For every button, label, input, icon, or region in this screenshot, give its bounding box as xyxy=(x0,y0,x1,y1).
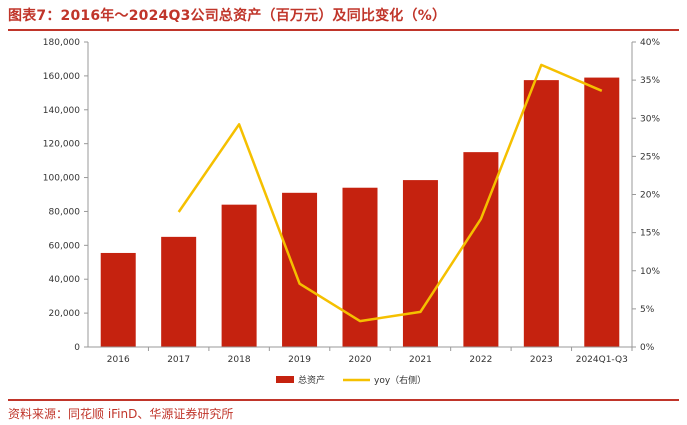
bar-2019 xyxy=(282,192,318,347)
left-tick-label: 40,000 xyxy=(49,275,81,285)
bar-2020 xyxy=(342,187,378,347)
figure-title: 图表7：2016年～2024Q3公司总资产（百万元）及同比变化（%） xyxy=(8,8,447,24)
x-tick-label: 2016 xyxy=(107,355,130,365)
bar-2024Q1-Q3 xyxy=(584,77,620,347)
left-tick-label: 80,000 xyxy=(49,207,81,217)
bar-2023 xyxy=(523,80,559,347)
left-axis-ticks: 0 20,000 40,000 60,000 80,000 100,000 120,000 1… xyxy=(43,38,88,353)
left-tick-label: 20,000 xyxy=(49,309,81,319)
x-tick-label: 2024Q1-Q3 xyxy=(576,355,628,365)
x-tick-label: 2022 xyxy=(469,355,492,365)
bar-2017 xyxy=(161,236,197,347)
x-tick-label: 2017 xyxy=(167,355,190,365)
legend-bar-label: 总资产 xyxy=(298,374,325,386)
right-tick-label: 15% xyxy=(640,229,660,239)
left-tick-label: 0 xyxy=(74,343,80,353)
left-tick-label: 120,000 xyxy=(43,140,80,150)
left-tick-label: 160,000 xyxy=(43,72,80,82)
legend-line-label: yoy（右侧） xyxy=(374,374,426,386)
bar-2022 xyxy=(463,152,499,347)
source-rule xyxy=(8,399,679,401)
left-tick-label: 60,000 xyxy=(49,241,81,251)
legend-bar-swatch xyxy=(276,376,294,383)
title-rule xyxy=(8,29,679,31)
x-tick-label: 2021 xyxy=(409,355,432,365)
left-tick-label: 180,000 xyxy=(43,38,80,48)
right-tick-label: 20% xyxy=(640,191,660,201)
left-tick-label: 100,000 xyxy=(43,174,80,184)
bar-series xyxy=(100,77,620,347)
source-note: 资料来源：同花顺 iFinD、华源证券研究所 xyxy=(8,407,234,421)
legend: 总资产 yoy（右侧） xyxy=(276,374,426,386)
right-tick-label: 5% xyxy=(640,305,655,315)
bar-2018 xyxy=(221,204,257,347)
bar-2021 xyxy=(402,180,438,347)
right-axis-ticks: 0% 5% 10% 15% 20% 25% 30% 35% 40% xyxy=(632,38,660,353)
x-tick-label: 2018 xyxy=(228,355,251,365)
right-tick-label: 25% xyxy=(640,152,660,162)
x-tick-label: 2020 xyxy=(349,355,372,365)
right-tick-label: 35% xyxy=(640,76,660,86)
bar-2016 xyxy=(100,252,136,347)
right-tick-label: 10% xyxy=(640,267,660,277)
right-tick-label: 40% xyxy=(640,38,660,48)
right-tick-label: 30% xyxy=(640,114,660,124)
x-axis-ticks: 2016 2017 2018 2019 2020 2021 2022 2023 2024Q1-Q… xyxy=(107,347,633,365)
x-tick-label: 2019 xyxy=(288,355,311,365)
left-tick-label: 140,000 xyxy=(43,106,80,116)
right-tick-label: 0% xyxy=(640,343,655,353)
x-tick-label: 2023 xyxy=(530,355,553,365)
yoy-line xyxy=(177,63,603,323)
